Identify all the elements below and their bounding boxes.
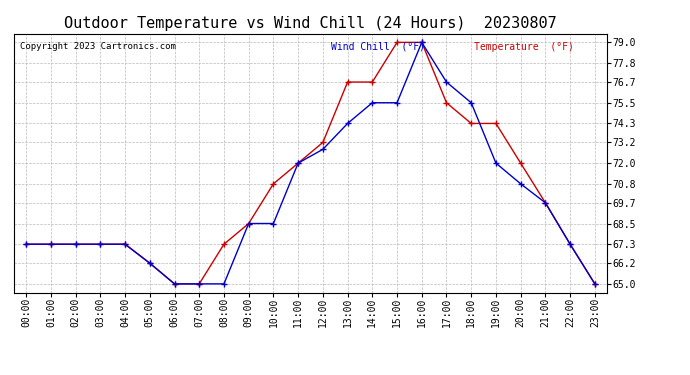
Text: Wind Chill  (°F): Wind Chill (°F) [331, 42, 425, 51]
Text: Temperature  (°F): Temperature (°F) [474, 42, 573, 51]
Title: Outdoor Temperature vs Wind Chill (24 Hours)  20230807: Outdoor Temperature vs Wind Chill (24 Ho… [64, 16, 557, 31]
Text: Copyright 2023 Cartronics.com: Copyright 2023 Cartronics.com [20, 42, 176, 51]
